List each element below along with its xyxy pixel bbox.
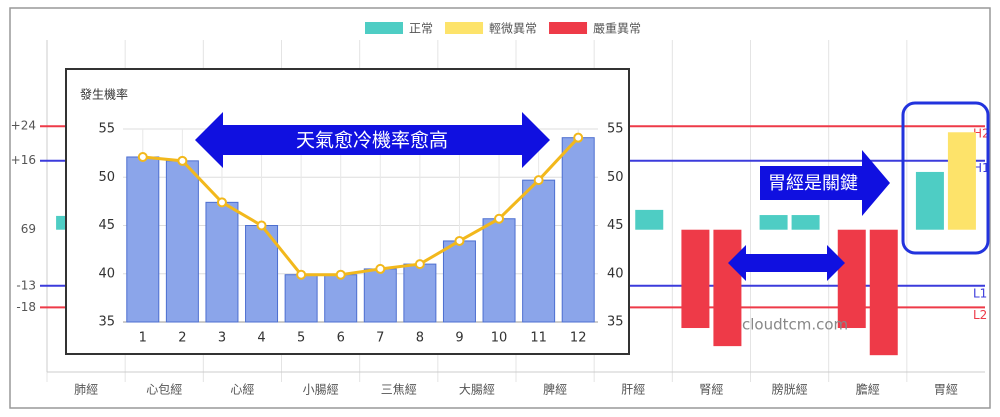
bar <box>442 240 476 323</box>
arrow <box>760 150 890 216</box>
arrow-label: 胃經是關鍵 <box>768 173 858 194</box>
x-tick-label: 胃經 <box>934 383 958 397</box>
y-tick-label: 55 <box>98 122 115 137</box>
bar <box>245 225 279 323</box>
reference-label: H1 <box>973 161 990 175</box>
reference-label: L1 <box>973 286 987 300</box>
bar <box>759 215 788 230</box>
legend-label: 輕微異常 <box>489 22 537 36</box>
y-tick-label: 45 <box>98 218 115 233</box>
x-tick-label: 腎經 <box>699 383 723 397</box>
y-tick-label: +16 <box>11 153 36 167</box>
bar <box>363 268 397 323</box>
x-tick-label: 4 <box>257 331 265 346</box>
y-tick-label: 55 <box>607 122 624 137</box>
x-tick-label: 8 <box>416 331 424 346</box>
bar <box>947 132 976 230</box>
y-tick-label: -13 <box>16 278 36 292</box>
y-tick-label: 45 <box>607 218 624 233</box>
x-tick-label: 11 <box>530 331 547 346</box>
watermark: cloudtcm.com <box>742 316 848 334</box>
x-tick-label: 10 <box>491 331 508 346</box>
x-tick-label: 膀胱經 <box>772 382 808 397</box>
arrow-label: 天氣愈冷機率愈高 <box>296 130 448 152</box>
trend-point <box>256 220 267 231</box>
trend-point <box>414 259 425 270</box>
legend-swatch <box>445 22 484 34</box>
bar <box>126 156 160 323</box>
trend-point <box>137 151 148 162</box>
y-tick-label: 50 <box>98 170 115 185</box>
bar <box>165 160 199 323</box>
y-tick-label: 40 <box>98 266 115 281</box>
x-tick-label: 1 <box>139 331 147 346</box>
x-tick-label: 脾經 <box>543 382 567 397</box>
x-tick-label: 7 <box>376 331 384 346</box>
bar <box>324 274 358 323</box>
bar <box>561 137 595 323</box>
x-tick-label: 肺經 <box>74 383 98 397</box>
x-tick-label: 肝經 <box>621 383 645 397</box>
y-tick-label: 35 <box>98 315 115 330</box>
trend-point <box>454 235 465 246</box>
x-tick-label: 心包經 <box>146 383 182 397</box>
reference-label: H2 <box>973 127 990 141</box>
x-tick-label: 小腸經 <box>303 383 339 397</box>
x-tick-label: 大腸經 <box>459 383 495 397</box>
trend-line <box>142 136 580 277</box>
bar <box>205 201 239 323</box>
bar <box>837 229 866 329</box>
x-tick-label: 9 <box>455 331 463 346</box>
bar <box>869 229 898 356</box>
bar <box>403 263 437 323</box>
legend-label: 嚴重異常 <box>593 22 641 36</box>
double-arrow <box>195 112 550 168</box>
trend-point <box>335 269 346 280</box>
trend-point <box>216 197 227 208</box>
highlight-box <box>901 101 990 255</box>
bar <box>713 229 742 347</box>
bar <box>635 209 664 230</box>
x-tick-label: 3 <box>218 331 226 346</box>
trend-point <box>375 263 386 274</box>
legend-label: 正常 <box>409 22 433 36</box>
reference-label: L2 <box>973 308 987 322</box>
x-tick-label: 膽經 <box>856 382 880 397</box>
trend-point <box>494 213 505 224</box>
annotations: 天氣愈冷機率愈高 胃經是關鍵 cloudtcm.com <box>195 101 990 334</box>
bar <box>284 274 318 323</box>
y-tick-label: 40 <box>607 266 624 281</box>
double-arrow <box>728 245 845 281</box>
bar <box>791 215 820 230</box>
x-tick-label: 三焦經 <box>381 383 417 397</box>
trend-point <box>573 132 584 143</box>
y-tick-label: -18 <box>16 300 36 314</box>
bar <box>522 179 556 323</box>
trend-point <box>296 269 307 280</box>
chart-title: 發生機率 <box>80 87 128 102</box>
x-tick-label: 2 <box>178 331 186 346</box>
x-tick-label: 心經 <box>230 383 254 397</box>
y-tick-label: 35 <box>607 315 624 330</box>
x-tick-label: 6 <box>337 331 345 346</box>
x-tick-label: 5 <box>297 331 305 346</box>
y-tick-label: 69 <box>21 222 36 236</box>
y-tick-label: +24 <box>11 119 36 133</box>
bar <box>482 218 516 323</box>
legend-swatch <box>365 22 403 34</box>
trend-point <box>533 175 544 186</box>
legend-swatch <box>549 22 588 34</box>
y-tick-label: 50 <box>607 170 624 185</box>
bar <box>915 171 944 230</box>
trend-point <box>177 155 188 166</box>
x-tick-label: 12 <box>570 331 587 346</box>
bar <box>681 229 710 329</box>
